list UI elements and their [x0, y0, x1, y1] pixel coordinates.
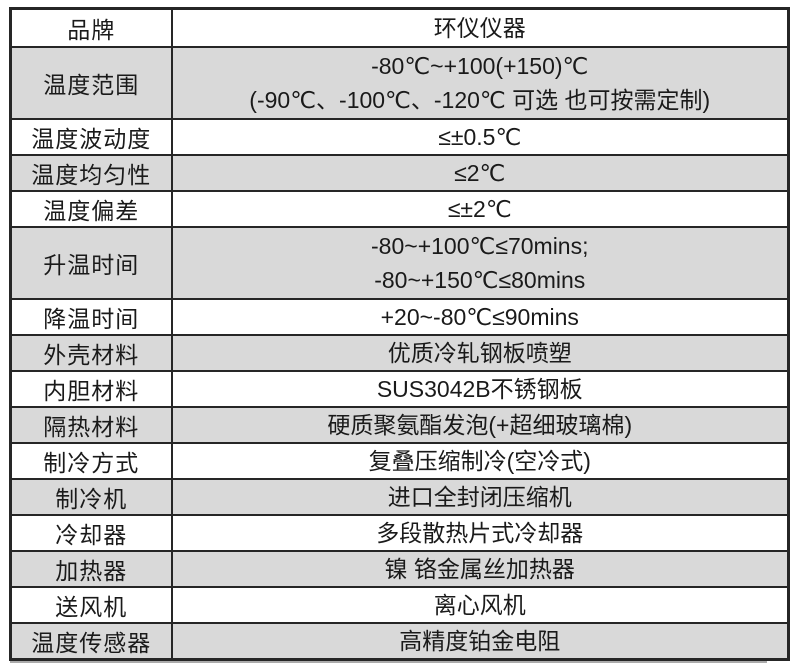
table-row: 隔热材料 硬质聚氨酯发泡(+超细玻璃棉) [9, 405, 790, 444]
spec-value-cell: -80℃~+100(+150)℃ (-90℃、-100℃、-120℃ 可选 也可按… [170, 45, 790, 120]
spec-value-cell: 硬质聚氨酯发泡(+超细玻璃棉) [170, 405, 790, 444]
spec-label: 温度均匀性 [9, 153, 173, 192]
spec-label: 品牌 [9, 7, 173, 48]
spec-label: 温度范围 [9, 45, 173, 120]
next-table-top-edge [10, 661, 767, 663]
spec-value-line: -80℃~+100(+150)℃ [371, 52, 589, 79]
spec-value-line: 镍 铬金属丝加热器 [384, 555, 575, 582]
spec-label: 加热器 [9, 549, 173, 588]
spec-value-line: (-90℃、-100℃、-120℃ 可选 也可按需定制) [249, 86, 711, 113]
spec-label: 制冷方式 [9, 441, 173, 480]
spec-value-cell: 复叠压缩制冷(空冷式) [170, 441, 790, 480]
spec-table-body: 品牌 环仪仪器温度范围 -80℃~+100(+150)℃ (-90℃、-100℃、-1… [9, 7, 790, 660]
spec-label: 温度传感器 [9, 621, 173, 660]
table-row: 制冷方式 复叠压缩制冷(空冷式) [9, 441, 790, 480]
spec-label: 冷却器 [9, 513, 173, 552]
table-row: 品牌 环仪仪器 [9, 7, 790, 48]
spec-value-cell: 进口全封闭压缩机 [170, 477, 790, 516]
spec-value-line: 优质冷轧钢板喷塑 [387, 339, 572, 366]
spec-value-cell: 镍 铬金属丝加热器 [170, 549, 790, 588]
table-row: 冷却器 多段散热片式冷却器 [9, 513, 790, 552]
spec-label: 制冷机 [9, 477, 173, 516]
spec-table: 品牌 环仪仪器温度范围 -80℃~+100(+150)℃ (-90℃、-100℃、-1… [9, 7, 790, 661]
spec-value-line: ≤±2℃ [447, 195, 512, 222]
spec-label: 升温时间 [9, 225, 173, 300]
spec-value-cell: 高精度铂金电阻 [170, 621, 790, 660]
spec-value-cell: 离心风机 [170, 585, 790, 624]
table-row: 温度均匀性 ≤2℃ [9, 153, 790, 192]
table-row: 降温时间 +20~-80℃≤90mins [9, 297, 790, 336]
spec-value-line: SUS3042B不锈钢板 [376, 375, 583, 402]
spec-value-cell: ≤±0.5℃ [170, 117, 790, 156]
spec-label: 隔热材料 [9, 405, 173, 444]
spec-value-line: 环仪仪器 [433, 14, 526, 41]
spec-value-line: 硬质聚氨酯发泡(+超细玻璃棉) [327, 411, 633, 438]
table-row: 制冷机 进口全封闭压缩机 [9, 477, 790, 516]
spec-value-line: -80~+100℃≤70mins; [371, 232, 589, 259]
spec-label: 外壳材料 [9, 333, 173, 372]
spec-value-cell: 环仪仪器 [170, 7, 790, 48]
table-row: 送风机 离心风机 [9, 585, 790, 624]
spec-value-line: 离心风机 [433, 591, 526, 618]
spec-value-line: 复叠压缩制冷(空冷式) [368, 447, 591, 474]
table-row: 升温时间 -80~+100℃≤70mins; -80~+150℃≤80mins [9, 225, 790, 300]
spec-value-cell: SUS3042B不锈钢板 [170, 369, 790, 408]
product-spec-table: 品牌 环仪仪器温度范围 -80℃~+100(+150)℃ (-90℃、-100℃、-1… [9, 7, 790, 661]
spec-label: 温度偏差 [9, 189, 173, 228]
spec-label: 降温时间 [9, 297, 173, 336]
table-row: 温度波动度 ≤±0.5℃ [9, 117, 790, 156]
table-row: 温度范围 -80℃~+100(+150)℃ (-90℃、-100℃、-120℃ 可选… [9, 45, 790, 120]
table-row: 加热器 镍 铬金属丝加热器 [9, 549, 790, 588]
table-row: 内胆材料 SUS3042B不锈钢板 [9, 369, 790, 408]
spec-value-line: 高精度铂金电阻 [399, 627, 561, 654]
spec-value-cell: 优质冷轧钢板喷塑 [170, 333, 790, 372]
spec-value-cell: -80~+100℃≤70mins; -80~+150℃≤80mins [170, 225, 790, 300]
spec-value-cell: ≤±2℃ [170, 189, 790, 228]
table-row: 温度传感器 高精度铂金电阻 [9, 621, 790, 660]
table-row: 外壳材料 优质冷轧钢板喷塑 [9, 333, 790, 372]
spec-value-line: ≤2℃ [454, 159, 506, 186]
spec-value-line: 进口全封闭压缩机 [387, 483, 572, 510]
spec-value-line: ≤±0.5℃ [438, 123, 522, 150]
spec-value-cell: +20~-80℃≤90mins [170, 297, 790, 336]
spec-value-cell: ≤2℃ [170, 153, 790, 192]
spec-value-line: -80~+150℃≤80mins [374, 266, 586, 293]
spec-value-cell: 多段散热片式冷却器 [170, 513, 790, 552]
spec-label: 温度波动度 [9, 117, 173, 156]
spec-value-line: +20~-80℃≤90mins [380, 303, 579, 330]
spec-value-line: 多段散热片式冷却器 [376, 519, 584, 546]
spec-label: 内胆材料 [9, 369, 173, 408]
table-row: 温度偏差 ≤±2℃ [9, 189, 790, 228]
spec-label: 送风机 [9, 585, 173, 624]
